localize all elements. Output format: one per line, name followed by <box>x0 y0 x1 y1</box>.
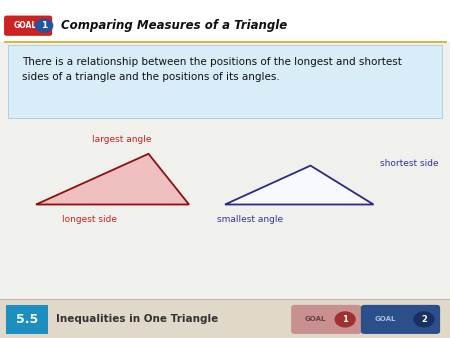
FancyBboxPatch shape <box>4 16 52 36</box>
Text: GOAL: GOAL <box>374 316 396 322</box>
FancyBboxPatch shape <box>8 45 442 118</box>
Text: 1: 1 <box>342 315 348 324</box>
FancyBboxPatch shape <box>291 305 361 334</box>
Circle shape <box>36 19 53 32</box>
Circle shape <box>335 312 355 327</box>
Text: smallest angle: smallest angle <box>217 215 283 224</box>
FancyBboxPatch shape <box>0 0 450 42</box>
Text: shortest side: shortest side <box>380 160 439 168</box>
Text: 5.5: 5.5 <box>16 313 38 325</box>
FancyBboxPatch shape <box>6 305 48 334</box>
Circle shape <box>414 312 434 327</box>
Text: There is a relationship between the positions of the longest and shortest
sides : There is a relationship between the posi… <box>22 57 401 82</box>
Polygon shape <box>225 166 374 204</box>
Text: longest side: longest side <box>63 215 117 224</box>
FancyBboxPatch shape <box>0 299 450 338</box>
Text: 2: 2 <box>421 315 427 324</box>
Text: GOAL: GOAL <box>14 21 37 30</box>
Text: 1: 1 <box>41 21 47 30</box>
Polygon shape <box>36 154 189 204</box>
Text: Comparing Measures of a Triangle: Comparing Measures of a Triangle <box>61 19 287 32</box>
FancyBboxPatch shape <box>361 305 440 334</box>
Text: Inequalities in One Triangle: Inequalities in One Triangle <box>56 314 219 324</box>
Text: GOAL: GOAL <box>305 316 326 322</box>
Text: largest angle: largest angle <box>92 135 151 144</box>
